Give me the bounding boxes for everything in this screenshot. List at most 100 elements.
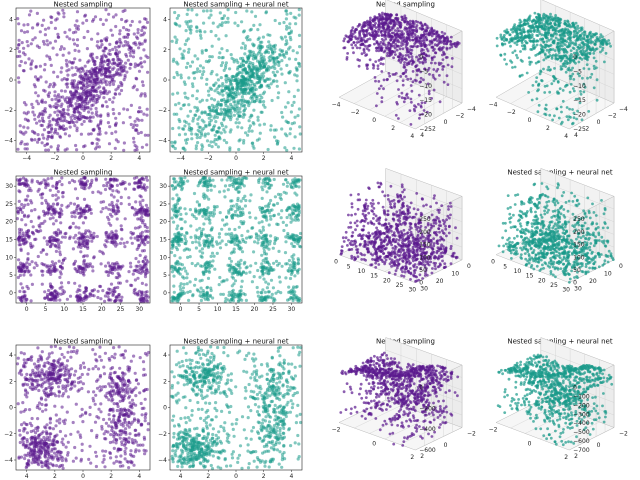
scatter-point — [204, 125, 208, 129]
scatter-point — [358, 46, 362, 50]
scatter-point — [83, 176, 87, 180]
scatter-point — [110, 200, 114, 205]
scatter-point — [110, 131, 114, 135]
scatter-point — [225, 49, 229, 53]
scatter-point — [435, 44, 439, 47]
scatter-point — [118, 92, 122, 96]
scatter-point — [133, 143, 137, 148]
scatter-point — [23, 53, 27, 57]
scatter-point — [134, 128, 138, 132]
scatter-point — [359, 43, 363, 46]
scatter-point — [187, 76, 191, 80]
scatter-point — [56, 109, 60, 113]
scatter-point — [383, 21, 386, 25]
scatter-point — [396, 44, 399, 48]
scatter-point — [70, 214, 74, 219]
scatter-point — [236, 102, 240, 106]
scatter-point — [370, 28, 374, 31]
scatter-point — [78, 214, 83, 218]
scatter-point — [379, 31, 383, 34]
scatter-point — [61, 127, 66, 131]
scatter-point — [70, 104, 74, 108]
scatter-point — [217, 85, 221, 89]
scatter-point — [58, 298, 62, 302]
scatter-point — [106, 295, 110, 299]
scatter-point — [240, 126, 244, 130]
scatter-point — [73, 259, 78, 263]
scatter-point — [557, 23, 561, 26]
scatter-point — [136, 181, 140, 185]
scatter-point — [288, 22, 292, 26]
scatter-point — [117, 273, 121, 277]
scatter-point — [41, 273, 45, 277]
scatter-point — [513, 23, 517, 26]
scatter-point — [75, 196, 80, 200]
scatter-point — [17, 269, 22, 273]
scatter-point — [57, 238, 61, 242]
scatter-point — [46, 183, 50, 187]
scatter-point — [118, 40, 122, 44]
scatter-point — [75, 19, 79, 23]
scatter-point — [410, 89, 414, 93]
scatter-point — [111, 47, 115, 52]
scatter-point — [35, 99, 39, 103]
scatter-point — [65, 101, 69, 105]
scatter-point — [171, 92, 175, 96]
scatter-point — [74, 66, 78, 70]
scatter-point — [247, 71, 251, 76]
scatter-point — [536, 110, 540, 114]
scatter-point — [182, 80, 186, 84]
scatter-point — [601, 48, 604, 52]
scatter-point — [122, 26, 126, 30]
scatter-point — [280, 72, 284, 76]
scatter-point — [75, 10, 80, 14]
scatter-point — [580, 118, 584, 122]
scatter-point — [114, 62, 118, 66]
scatter-point — [146, 213, 150, 217]
scatter-point — [380, 70, 384, 73]
scatter-point — [29, 9, 33, 13]
scatter-point — [511, 30, 515, 34]
scatter-point — [129, 23, 133, 27]
scatter-point — [138, 207, 142, 212]
scatter-point — [357, 36, 360, 40]
scatter-point — [143, 92, 147, 96]
scatter-point — [196, 117, 200, 121]
scatter-point — [382, 39, 385, 43]
scatter-point — [78, 104, 82, 108]
scatter-point — [389, 21, 392, 25]
scatter-point — [561, 89, 565, 92]
scatter-point — [290, 122, 294, 126]
scatter-point — [102, 77, 106, 81]
scatter-point — [403, 65, 407, 69]
scatter-point — [430, 61, 433, 65]
scatter-point — [53, 289, 57, 293]
scatter-point — [526, 29, 530, 33]
scatter-point — [415, 55, 418, 59]
scatter-point — [592, 86, 596, 90]
scatter-point — [140, 28, 144, 33]
scatter-point — [33, 117, 37, 121]
scatter-point — [566, 45, 570, 49]
scatter-point — [89, 211, 93, 215]
scatter-point — [572, 25, 575, 29]
scatter-point — [549, 43, 553, 47]
scatter-point — [75, 148, 79, 152]
scatter-point — [377, 46, 380, 50]
scatter-point — [119, 73, 123, 77]
scatter-point — [527, 91, 530, 94]
scatter-point — [432, 68, 436, 71]
scatter-point — [74, 90, 78, 94]
scatter-point — [22, 242, 26, 246]
scatter-point — [351, 26, 355, 30]
scatter-point — [144, 54, 148, 58]
scatter-point — [580, 52, 584, 56]
scatter-point — [219, 107, 223, 111]
scatter-point — [540, 50, 544, 53]
scatter-point — [258, 60, 262, 64]
scatter-point — [200, 147, 204, 152]
scatter-point — [525, 71, 529, 75]
scatter-point — [31, 38, 35, 42]
scatter-point — [540, 21, 544, 25]
scatter-point — [579, 92, 583, 96]
